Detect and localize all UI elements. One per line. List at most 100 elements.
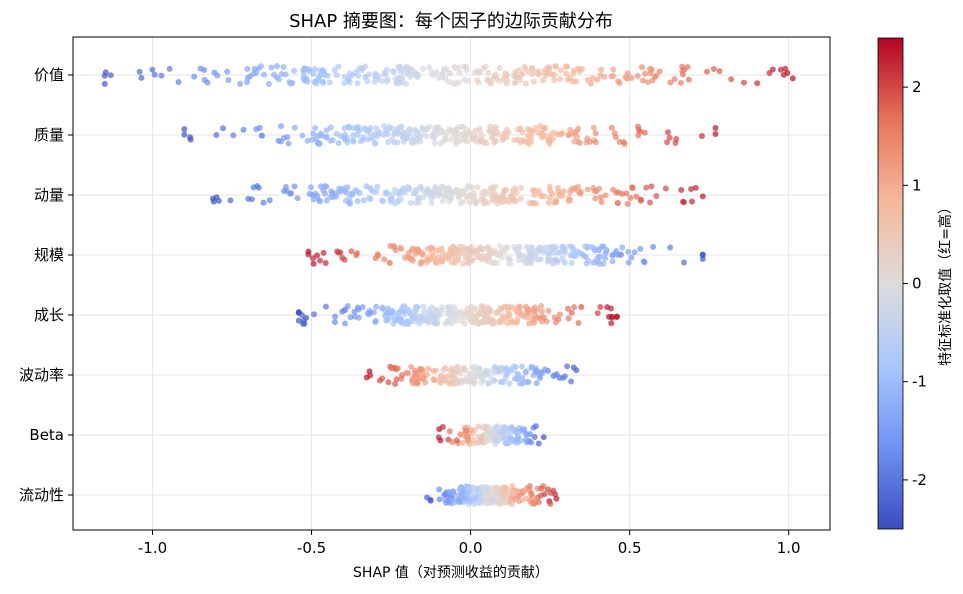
shap-point [635, 123, 642, 130]
shap-point [359, 67, 366, 74]
shap-point [458, 308, 465, 315]
shap-point [538, 303, 545, 310]
shap-point [309, 191, 316, 198]
shap-point [517, 185, 524, 191]
shap-point [405, 249, 412, 256]
shap-point [593, 188, 600, 195]
shap-point [381, 256, 388, 263]
shap-point [567, 126, 574, 133]
shap-point [379, 305, 386, 312]
shap-point [625, 248, 632, 255]
shap-point [712, 124, 719, 131]
shap-point [699, 193, 706, 200]
shap-point [643, 184, 650, 191]
shap-point [341, 320, 348, 327]
shap-point [398, 245, 405, 252]
shap-point [479, 424, 486, 431]
shap-point [557, 67, 564, 74]
shap-point [627, 194, 634, 201]
shap-point [276, 76, 283, 83]
shap-point [573, 367, 580, 374]
shap-point [533, 380, 540, 387]
shap-point [439, 198, 446, 205]
shap-point [437, 437, 444, 444]
x-tick-label: 0.0 [459, 539, 483, 557]
shap-point [265, 80, 272, 87]
shap-point [570, 70, 577, 77]
chart-title: SHAP 摘要图：每个因子的边际贡献分布 [289, 11, 613, 32]
shap-point [331, 67, 338, 74]
shap-point [413, 380, 420, 387]
shap-point [435, 254, 442, 261]
shap-point [444, 373, 451, 380]
shap-point [374, 251, 381, 258]
shap-point [681, 259, 688, 266]
shap-point [494, 200, 501, 207]
shap-point [158, 72, 165, 79]
shap-point [365, 71, 372, 78]
shap-point [492, 435, 499, 442]
shap-point [388, 195, 395, 202]
shap-point [522, 303, 529, 310]
shap-point [411, 312, 418, 319]
shap-point [472, 199, 479, 206]
shap-point [363, 374, 370, 381]
shap-point [533, 200, 540, 207]
shap-point [496, 495, 503, 502]
shap-point [394, 139, 401, 146]
shap-point [389, 125, 396, 132]
shap-point [518, 497, 525, 504]
shap-point [250, 184, 257, 191]
shap-point [149, 66, 156, 73]
shap-point [522, 369, 529, 376]
shap-point [553, 495, 560, 502]
shap-point [461, 76, 468, 83]
shap-point [327, 193, 334, 200]
shap-point [260, 199, 267, 206]
shap-point [227, 197, 234, 204]
shap-point [535, 187, 542, 194]
shap-point [321, 183, 328, 189]
shap-point [465, 192, 472, 199]
shap-point [552, 63, 559, 70]
shap-point [414, 135, 421, 142]
x-tick-labels: -1.0 -0.5 0.0 0.5 1.0 [138, 530, 801, 557]
shap-point [309, 255, 316, 262]
shap-point [666, 134, 673, 141]
shap-point [509, 427, 516, 434]
shap-point [609, 252, 616, 259]
shap-point [253, 70, 260, 77]
shap-point [305, 251, 312, 258]
shap-point [428, 199, 435, 206]
shap-point [515, 243, 522, 250]
shap-point [459, 366, 466, 373]
shap-point [565, 315, 572, 322]
shap-point [482, 191, 489, 198]
shap-point [101, 80, 108, 87]
shap-point [514, 316, 521, 323]
shap-point [478, 255, 485, 262]
shap-point [323, 133, 330, 140]
shap-point [545, 250, 552, 257]
shap-point [258, 132, 265, 139]
shap-point [268, 64, 275, 71]
y-tick-label: 规模 [34, 246, 64, 264]
shap-point [453, 257, 460, 264]
shap-point [474, 138, 481, 145]
shap-point [589, 75, 596, 82]
shap-point [479, 303, 486, 310]
shap-point [371, 78, 378, 85]
shap-point [506, 368, 513, 375]
shap-point [532, 423, 539, 430]
shap-point [523, 314, 530, 321]
shap-point [551, 199, 558, 206]
shap-point [534, 306, 541, 313]
shap-point [616, 79, 623, 86]
shap-point [680, 198, 687, 205]
shap-point [545, 199, 552, 206]
shap-point [728, 76, 735, 83]
shap-point [398, 375, 405, 382]
colorbar [877, 37, 904, 530]
shap-point [420, 303, 427, 310]
